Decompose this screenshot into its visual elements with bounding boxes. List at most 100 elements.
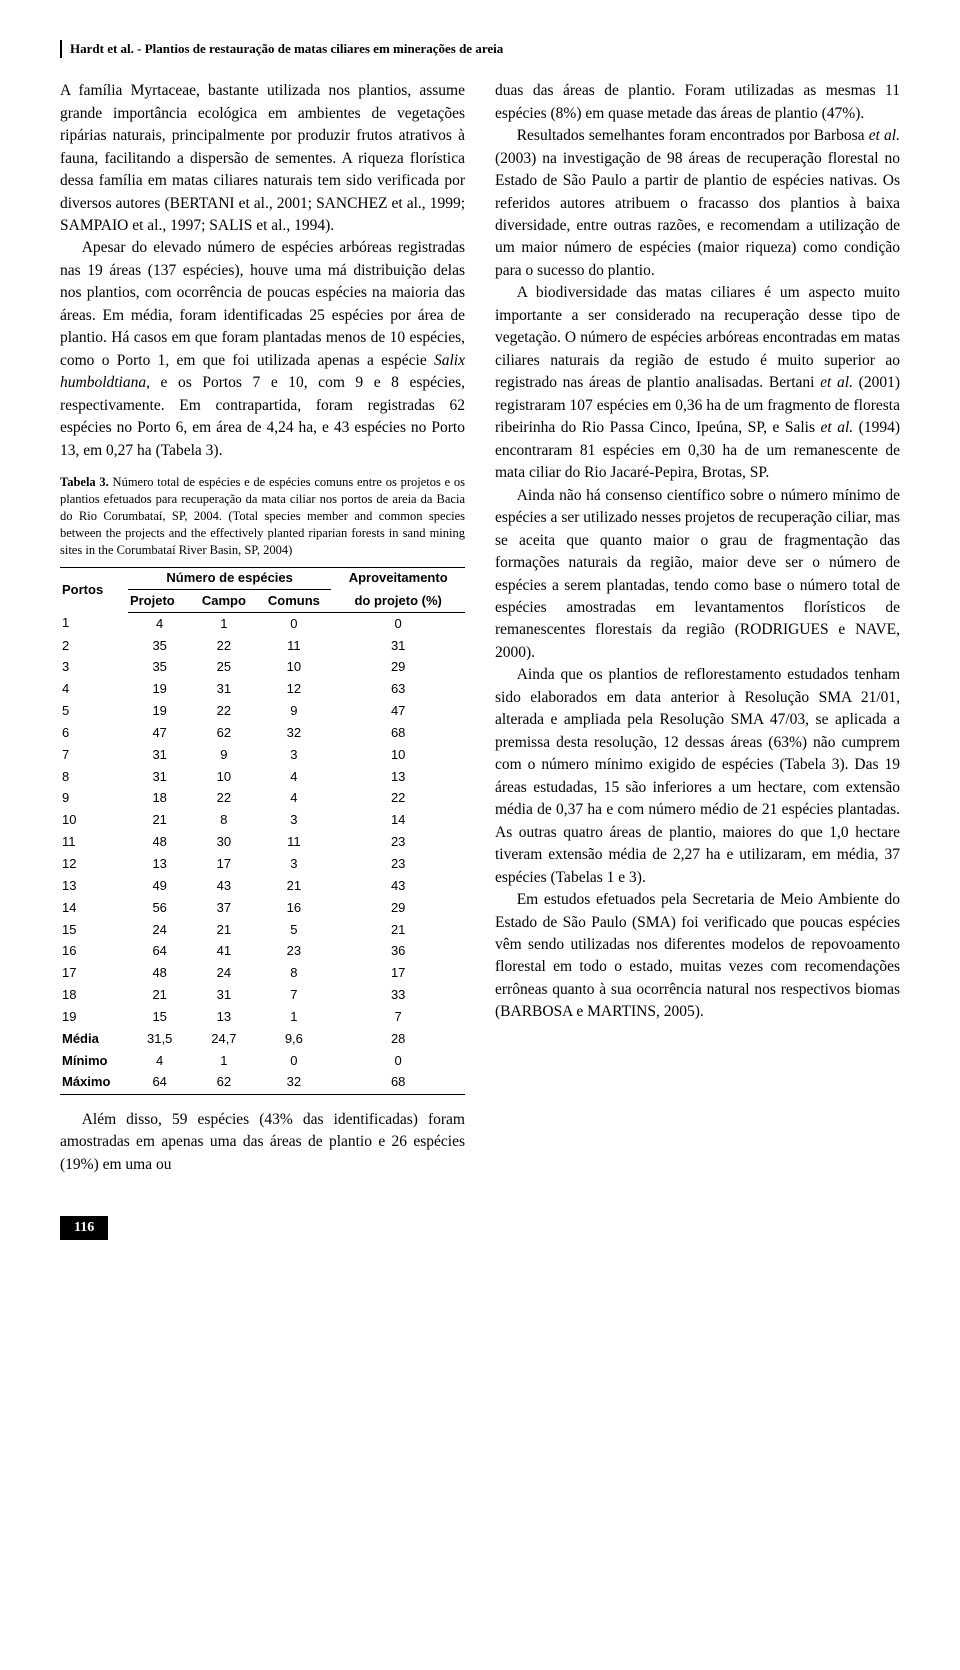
table-cell: 31: [331, 635, 465, 657]
table-row: 335251029: [60, 657, 465, 679]
table-cell: 19: [60, 1006, 128, 1028]
table-cell: 13: [60, 875, 128, 897]
table-cell: 48: [128, 832, 191, 854]
table-cell: 29: [331, 657, 465, 679]
table-body: 1410023522113133525102941931126351922947…: [60, 613, 465, 1095]
table-cell: 31: [128, 766, 191, 788]
table-cell: 4: [256, 788, 331, 810]
table-cell: 12: [256, 679, 331, 701]
table-row: 83110413: [60, 766, 465, 788]
table-cell: 68: [331, 1072, 465, 1094]
table-cell: 43: [331, 875, 465, 897]
table-cell: 22: [191, 788, 256, 810]
table-cell: 1: [60, 613, 128, 635]
table-cell: 36: [331, 941, 465, 963]
right-para-4: Ainda não há consenso científico sobre o…: [495, 485, 900, 665]
table-cell: 11: [256, 635, 331, 657]
th-aprov: Aproveitamento: [331, 567, 465, 590]
header-authors: Hardt et al.: [70, 41, 134, 56]
table-cell: 24: [191, 963, 256, 985]
table-row: 419311263: [60, 679, 465, 701]
table-cell: 4: [60, 679, 128, 701]
table-cell: 17: [191, 854, 256, 876]
table-cell: 41: [191, 941, 256, 963]
table-cell: 49: [128, 875, 191, 897]
table-cell: 11: [256, 832, 331, 854]
th-comuns: Comuns: [256, 590, 331, 613]
table-cell: 0: [256, 1050, 331, 1072]
right-para-5: Ainda que os plantios de reflorestamento…: [495, 664, 900, 889]
table-cell: 8: [191, 810, 256, 832]
table-cell: 16: [60, 941, 128, 963]
table-cell: 3: [60, 657, 128, 679]
table-cell: 5: [256, 919, 331, 941]
table-cell: 62: [191, 722, 256, 744]
table-cell: 14: [60, 897, 128, 919]
page-number: 116: [60, 1216, 108, 1240]
table-cell: 47: [128, 722, 191, 744]
table-cell: 13: [191, 1006, 256, 1028]
table-cell: 1: [191, 1050, 256, 1072]
table-cell: 18: [60, 985, 128, 1007]
table-row: 7319310: [60, 744, 465, 766]
table-row: Mínimo4100: [60, 1050, 465, 1072]
table-row: 235221131: [60, 635, 465, 657]
table-row: 174824817: [60, 963, 465, 985]
table-cell: 22: [191, 635, 256, 657]
left-column: A família Myrtaceae, bastante utilizada …: [60, 80, 465, 1176]
table-cell: 0: [331, 613, 465, 635]
table-cell: 21: [331, 919, 465, 941]
table-cell: 5: [60, 701, 128, 723]
table-cell: 0: [331, 1050, 465, 1072]
table-cell: 48: [128, 963, 191, 985]
table-row: 152421521: [60, 919, 465, 941]
table-row: 1148301123: [60, 832, 465, 854]
th-projeto: Projeto: [128, 590, 191, 613]
table-cell: 25: [191, 657, 256, 679]
table-cell: 9,6: [256, 1028, 331, 1050]
table-cell: 21: [128, 810, 191, 832]
table-cell: 22: [331, 788, 465, 810]
table-row: 1456371629: [60, 897, 465, 919]
table-cell: 24,7: [191, 1028, 256, 1050]
table-cell: 30: [191, 832, 256, 854]
table-cell: 43: [191, 875, 256, 897]
table-cell: 15: [128, 1006, 191, 1028]
table-cell: 10: [191, 766, 256, 788]
table-cell: 18: [128, 788, 191, 810]
table-cell: 7: [256, 985, 331, 1007]
table-cell: 35: [128, 635, 191, 657]
table-cell: 32: [256, 1072, 331, 1094]
right-para-3: A biodiversidade das matas ciliares é um…: [495, 282, 900, 484]
table-cell: 64: [128, 941, 191, 963]
table-cell: Mínimo: [60, 1050, 128, 1072]
table-cell: 47: [331, 701, 465, 723]
table-cell: 31: [191, 985, 256, 1007]
table-cell: 31: [128, 744, 191, 766]
th-doprojeto: do projeto (%): [331, 590, 465, 613]
table-cell: 17: [331, 963, 465, 985]
table-cell: 28: [331, 1028, 465, 1050]
table-cell: 19: [128, 701, 191, 723]
table-row: 121317323: [60, 854, 465, 876]
table-cell: 21: [128, 985, 191, 1007]
table-cell: 31: [191, 679, 256, 701]
table-cell: 11: [60, 832, 128, 854]
table-row: 182131733: [60, 985, 465, 1007]
th-portos: Portos: [60, 567, 128, 613]
table-cell: 9: [60, 788, 128, 810]
table-cell: 35: [128, 657, 191, 679]
table-cell: 33: [331, 985, 465, 1007]
table-cell: 29: [331, 897, 465, 919]
table-caption: Tabela 3. Número total de espécies e de …: [60, 474, 465, 558]
table-cell: 22: [191, 701, 256, 723]
table-cell: 15: [60, 919, 128, 941]
table-cell: 14: [331, 810, 465, 832]
table-cell: 4: [128, 1050, 191, 1072]
table-cell: 1: [191, 613, 256, 635]
table-row: 91822422: [60, 788, 465, 810]
table-cell: 8: [256, 963, 331, 985]
table-cell: 3: [256, 744, 331, 766]
table-cell: 64: [128, 1072, 191, 1094]
table-cell: 3: [256, 810, 331, 832]
